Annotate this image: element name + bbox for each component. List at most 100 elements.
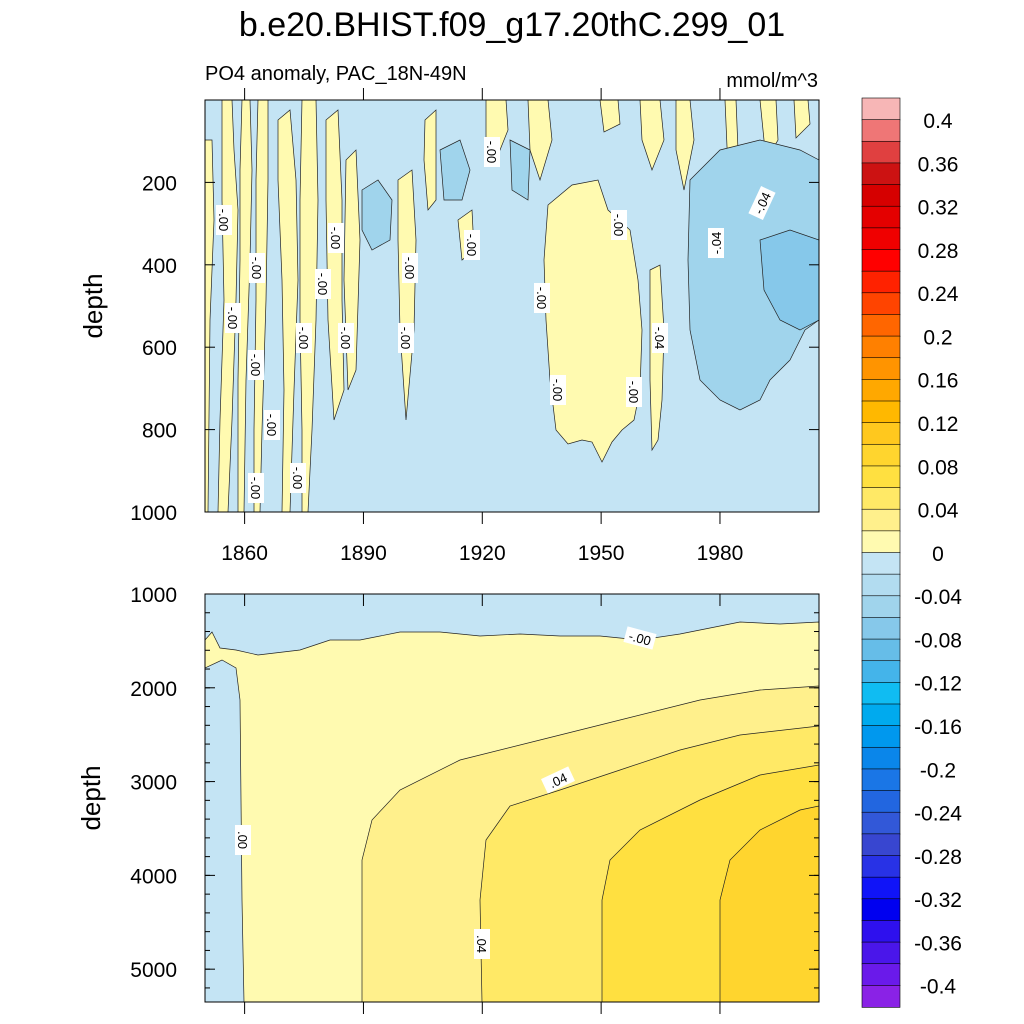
upper-positive-region	[205, 139, 215, 512]
contour-label-bg	[235, 825, 251, 855]
colorbar-label: -0.08	[914, 629, 962, 652]
upper-panel-left-label: PO4 anomaly, PAC_18N-49N	[205, 63, 467, 85]
upper-contour-field	[205, 100, 819, 512]
lower-band-5	[719, 805, 819, 1002]
colorbar-swatch	[861, 487, 901, 510]
contour-label-bg	[248, 473, 264, 503]
upper-negative-strong-region	[759, 229, 819, 331]
y-tick-label: 3000	[130, 772, 177, 795]
x-tick-label: 1890	[340, 542, 387, 565]
upper-plot-frame	[204, 99, 820, 513]
contour-label: -.00	[402, 253, 418, 283]
upper-panel-right-label: mmol/m^3	[726, 70, 818, 92]
contour-label: -.00	[398, 323, 414, 353]
colorbar-swatch	[861, 876, 901, 900]
y-tick-label: 4000	[130, 865, 177, 888]
colorbar-label: 0.36	[918, 153, 959, 176]
colorbar-swatch	[861, 97, 901, 121]
colorbar-label: 0	[932, 543, 944, 566]
colorbar-label: -0.4	[920, 976, 957, 999]
colorbar-swatch	[861, 833, 901, 857]
colorbar-swatch	[861, 205, 901, 229]
colorbar-swatch	[861, 357, 901, 381]
colorbar-label: -0.32	[914, 889, 962, 912]
contour-label-text: -.00	[338, 327, 353, 349]
contour-label-text: -.00	[627, 628, 653, 648]
upper-negative-region	[509, 139, 531, 201]
colorbar-swatch	[861, 985, 901, 1008]
colorbar-swatch	[861, 790, 901, 813]
colorbar-swatch	[861, 400, 901, 424]
colorbar-swatch	[861, 768, 901, 792]
colorbar-swatch	[861, 465, 901, 489]
colorbar-swatch	[861, 725, 901, 748]
contour-label-text: -.00	[484, 141, 499, 163]
contour-label-bg	[216, 205, 232, 235]
colorbar-swatch	[861, 811, 901, 835]
colorbar-swatch	[861, 249, 901, 272]
upper-positive-region	[599, 100, 621, 133]
upper-positive-region	[675, 100, 695, 191]
contour-label-bg	[541, 766, 575, 794]
contour-label-text: -.00	[216, 209, 231, 231]
colorbar-swatch	[861, 184, 901, 207]
colorbar-label: -0.24	[914, 803, 962, 826]
colorbar-swatch	[861, 292, 901, 316]
lower-contour-labels: .00 .04 -.00 .04	[235, 626, 657, 959]
contour-label-text: -.00	[534, 287, 549, 309]
contour-label: .04	[474, 929, 490, 959]
upper-y-axis: 200 400 600 800 1000	[130, 172, 819, 525]
contour-label: .04	[541, 766, 575, 794]
contour-label: -.00	[338, 323, 354, 353]
colorbar-swatch	[861, 508, 901, 532]
contour-label-bg	[652, 323, 668, 353]
contour-label-text: -.00	[264, 414, 279, 436]
colorbar-label: 0.4	[923, 110, 953, 133]
contour-label-text: -.00	[328, 227, 343, 249]
contour-label-text: -.00	[398, 327, 413, 349]
colorbar-label: 0.28	[918, 240, 959, 263]
y-tick-label: 200	[142, 172, 177, 195]
contour-label: -.00	[626, 377, 642, 407]
colorbar-swatch	[861, 746, 901, 770]
lower-y-axis-label: depth	[76, 765, 106, 830]
upper-positive-region	[423, 109, 437, 211]
upper-negative-strong-regions	[759, 229, 819, 331]
y-tick-label: 2000	[130, 678, 177, 701]
colorbar-swatch	[861, 963, 901, 987]
contour-label-bg	[708, 228, 724, 258]
x-tick-label: 1950	[578, 542, 625, 565]
upper-positive-region	[649, 264, 665, 452]
colorbar-swatch	[861, 595, 901, 619]
contour-label: -.00	[248, 350, 264, 380]
colorbar-swatch	[861, 855, 901, 878]
colorbar-swatch	[861, 530, 901, 554]
colorbar-swatch	[861, 573, 901, 597]
contour-label: -.00	[290, 463, 306, 493]
contour-label-text: .04	[474, 935, 489, 953]
contour-label-text: -.00	[315, 273, 330, 295]
contour-label-text: -.00	[248, 354, 263, 376]
contour-label-text: -.00	[611, 214, 626, 236]
colorbar-swatch	[861, 335, 901, 359]
y-tick-label: 1000	[130, 502, 177, 525]
upper-panel: PO4 anomaly, PAC_18N-49N mmol/m^3	[78, 63, 820, 565]
colorbar-swatch	[861, 920, 901, 943]
contour-label-text: -.00	[290, 467, 305, 489]
y-tick-label: 5000	[130, 959, 177, 982]
colorbar-label: -0.16	[914, 716, 962, 739]
lower-plot-frame	[204, 593, 820, 1003]
colorbar-swatch	[861, 443, 901, 467]
colorbar-swatch	[861, 422, 901, 445]
y-tick-label: 800	[142, 420, 177, 443]
colorbar-label: -0.2	[920, 759, 956, 782]
contour-label-bg	[550, 375, 566, 405]
upper-negative-regions	[361, 139, 819, 411]
colorbar-swatch	[861, 379, 901, 402]
upper-positive-region	[527, 100, 553, 182]
colorbar-swatch	[861, 140, 901, 164]
colorbar-label: -0.12	[914, 673, 962, 696]
upper-positive-region	[237, 100, 253, 512]
contour-label: -.00	[464, 230, 480, 260]
lower-contour-field	[205, 594, 819, 1002]
